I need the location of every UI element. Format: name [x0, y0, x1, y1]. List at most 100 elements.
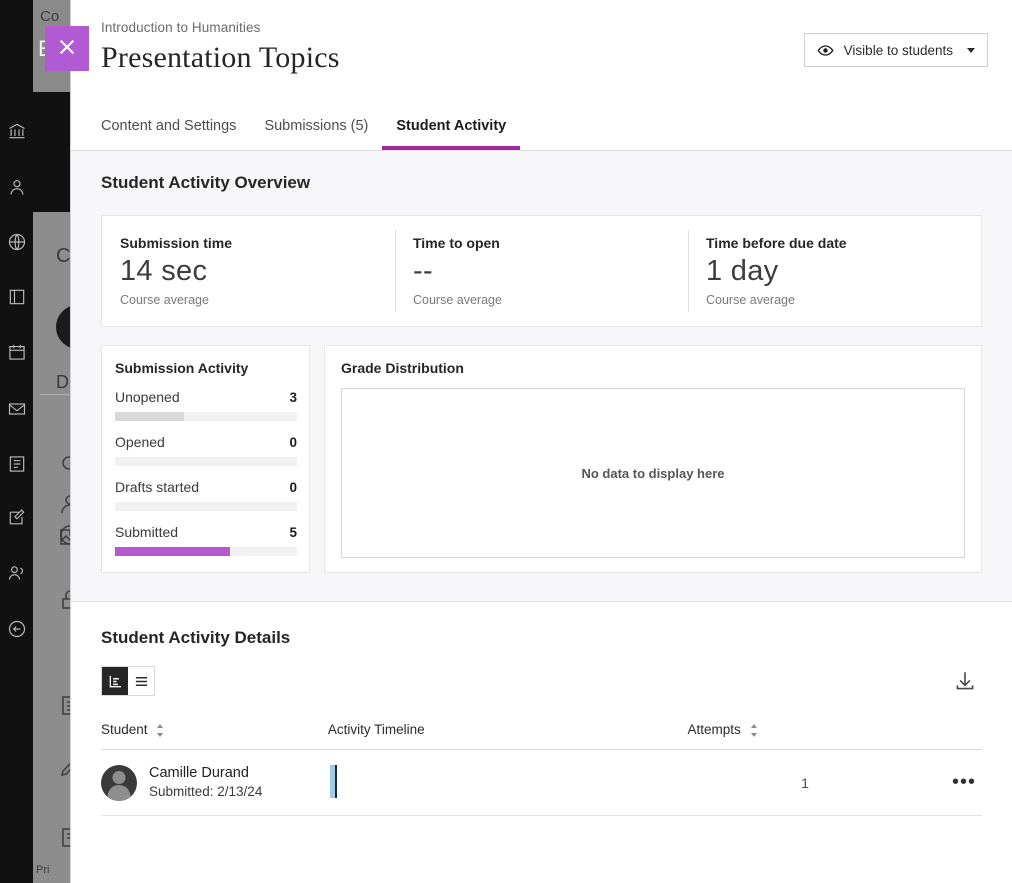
stat-label: Time to open — [413, 235, 500, 252]
overview-title: Student Activity Overview — [101, 173, 311, 192]
stat-card-time-before-due-date: Time before due date 1 day Course averag… — [688, 216, 981, 326]
submission-activity-panel: Submission Activity Unopened 3 Opened — [101, 345, 310, 573]
calendar-icon[interactable] — [6, 341, 28, 363]
row-options-button[interactable]: ••• — [946, 772, 982, 792]
avatar — [101, 764, 137, 801]
institution-icon[interactable] — [6, 120, 28, 142]
sort-icon[interactable] — [156, 723, 164, 737]
student-activity-overview: Student Activity Overview Submission tim… — [71, 151, 1012, 602]
tab-submissions[interactable]: Submissions (5) — [250, 101, 382, 150]
details-title: Student Activity Details — [101, 628, 291, 647]
tab-bar: Content and Settings Submissions (5) Stu… — [71, 101, 1012, 151]
activity-bar-submitted: Submitted 5 — [115, 524, 297, 556]
background-fragment-section: D — [56, 372, 69, 392]
list-view-button[interactable] — [128, 667, 154, 695]
column-header-student[interactable]: Student — [101, 712, 328, 750]
activity-bar-label: Opened — [115, 434, 165, 450]
column-label: Student — [101, 722, 148, 737]
chevron-down-icon — [967, 47, 975, 53]
student-activity-details: Student Activity Details — [71, 602, 1012, 817]
cell-actions: ••• — [922, 749, 982, 817]
panel-header: Introduction to Humanities Presentation … — [71, 0, 1012, 101]
tab-content-and-settings[interactable]: Content and Settings — [101, 101, 250, 150]
grade-distribution-panel: Grade Distribution No data to display he… — [324, 345, 982, 573]
stat-card-submission-time: Submission time 14 sec Course average — [102, 216, 395, 326]
view-toggle-group — [101, 666, 155, 696]
background-fragment-course: C — [56, 245, 71, 267]
people-icon[interactable] — [6, 562, 28, 584]
activity-bar-fill — [115, 412, 185, 421]
activity-bar-count: 0 — [289, 435, 297, 450]
stat-label: Time before due date — [706, 235, 847, 252]
page-title: Presentation Topics — [101, 41, 340, 74]
table-header: Student Activity Timeline Attempts — [101, 712, 982, 750]
stat-value: 1 day — [706, 255, 779, 288]
sort-icon[interactable] — [750, 723, 758, 737]
stat-value: -- — [413, 255, 433, 288]
breadcrumb: Introduction to Humanities — [101, 20, 261, 35]
activity-bar-track — [115, 502, 297, 511]
visibility-dropdown-button[interactable]: Visible to students — [803, 33, 988, 67]
eye-icon — [817, 42, 834, 59]
globe-icon[interactable] — [6, 231, 28, 253]
avatar-head — [112, 770, 126, 784]
list-icon — [134, 674, 149, 689]
cell-student: Camille Durand Submitted: 2/13/24 — [101, 749, 328, 817]
collapse-icon[interactable] — [6, 618, 28, 640]
cell-activity-timeline — [327, 749, 688, 817]
stat-card-group: Submission time 14 sec Course average Ti… — [101, 215, 982, 327]
grade-distribution-plot: No data to display here — [341, 388, 965, 558]
activity-bar-opened: Opened 0 — [115, 434, 297, 466]
edit-icon[interactable] — [6, 507, 28, 529]
grade-distribution-title: Grade Distribution — [341, 360, 464, 376]
close-icon — [56, 36, 78, 61]
submission-activity-title: Submission Activity — [115, 360, 249, 376]
column-label: Attempts — [687, 722, 741, 737]
download-button[interactable] — [948, 664, 982, 698]
stat-sublabel: Course average — [120, 292, 209, 307]
cell-attempts: 1 — [687, 749, 923, 817]
student-activity-table: Student Activity Timeline Attempts — [101, 712, 982, 817]
assessment-detail-panel: Introduction to Humanities Presentation … — [70, 0, 1012, 883]
overview-panels: Submission Activity Unopened 3 Opened — [101, 345, 982, 573]
mail-icon[interactable] — [6, 398, 28, 420]
activity-timeline-track — [328, 764, 688, 801]
details-toolbar — [101, 666, 982, 696]
close-button[interactable] — [45, 26, 89, 71]
activity-bar-label: Submitted — [115, 524, 179, 540]
activity-bar-unopened: Unopened 3 — [115, 389, 297, 421]
background-dark-block — [33, 92, 70, 212]
background-fragment-top: Co — [40, 8, 60, 25]
stat-sublabel: Course average — [706, 292, 795, 307]
background-divider — [40, 394, 70, 395]
avatar-body — [107, 784, 131, 801]
column-header-activity-timeline: Activity Timeline — [327, 712, 688, 750]
background-fragment-bottom: Pri — [36, 864, 50, 876]
column-label: Activity Timeline — [327, 722, 425, 737]
tab-student-activity[interactable]: Student Activity — [382, 101, 521, 150]
activity-bar-track — [115, 547, 297, 556]
stat-sublabel: Course average — [413, 292, 502, 307]
student-status: Submitted: 2/13/24 — [149, 783, 263, 799]
column-header-attempts[interactable]: Attempts — [687, 712, 923, 750]
table-body: Camille Durand Submitted: 2/13/24 1 — [101, 749, 982, 817]
timeline-view-button[interactable] — [102, 667, 128, 695]
book-icon[interactable] — [6, 286, 28, 308]
activity-bar-label: Unopened — [115, 389, 180, 405]
empty-state-message: No data to display here — [581, 465, 725, 481]
activity-bar-label: Drafts started — [115, 479, 200, 495]
stat-value: 14 sec — [120, 255, 208, 288]
table-row[interactable]: Camille Durand Submitted: 2/13/24 1 — [101, 749, 982, 817]
grades-icon[interactable] — [6, 453, 28, 475]
download-icon — [952, 668, 978, 694]
activity-bar-count: 0 — [289, 480, 297, 495]
table-header-row: Student Activity Timeline Attempts — [101, 712, 982, 750]
student-name: Camille Durand — [149, 765, 249, 781]
global-nav-rail[interactable] — [0, 0, 33, 883]
activity-bar-count: 5 — [289, 525, 297, 540]
activity-bar-fill — [115, 547, 230, 556]
visibility-label: Visible to students — [843, 42, 953, 58]
person-icon[interactable] — [6, 176, 28, 198]
